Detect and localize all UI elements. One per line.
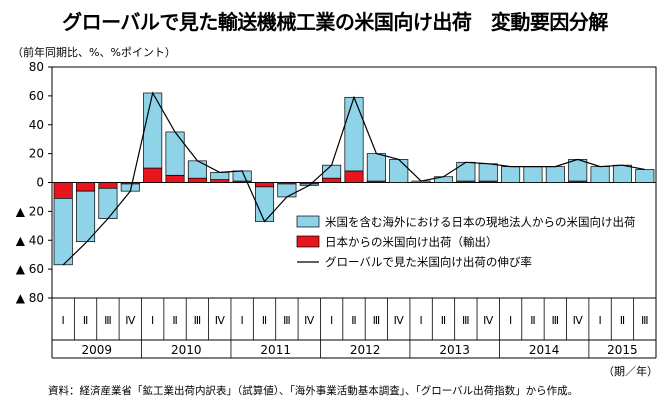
bar-export-from-japan bbox=[187, 177, 207, 183]
bar-export-from-japan bbox=[143, 167, 163, 183]
bar-export-from-japan bbox=[76, 182, 96, 192]
bar-overseas-subsidiary bbox=[187, 160, 207, 179]
bar-export-from-japan bbox=[254, 182, 275, 188]
quarter-label: Ⅰ bbox=[509, 314, 512, 327]
bar-overseas-subsidiary bbox=[568, 159, 588, 182]
bar-overseas-subsidiary bbox=[165, 131, 185, 176]
bar-overseas-subsidiary bbox=[210, 172, 230, 180]
bar-overseas-subsidiary bbox=[254, 186, 275, 222]
quarter-label: Ⅱ bbox=[262, 314, 267, 327]
bar-overseas-subsidiary bbox=[501, 166, 521, 183]
quarter-label: Ⅱ bbox=[530, 314, 535, 327]
legend-label-overseas: 米国を含む海外における日本の現地法人からの米国向け出荷 bbox=[325, 215, 636, 229]
y-tick-label: ▲ 80 bbox=[16, 291, 44, 305]
legend-label-export: 日本からの米国向け出荷（輸出） bbox=[325, 235, 498, 249]
quarter-label: Ⅳ bbox=[483, 314, 494, 327]
y-tick-label: ▲ 20 bbox=[16, 204, 44, 218]
quarter-label: Ⅲ bbox=[104, 314, 112, 327]
source-note: 資料：経済産業省「鉱工業出荷内訳表」（試算値）、「海外事業活動基本調査」、「グロ… bbox=[48, 385, 579, 397]
quarter-label: Ⅰ bbox=[62, 314, 65, 327]
y-tick-label: 20 bbox=[29, 147, 44, 161]
y-tick-label: 40 bbox=[29, 118, 44, 132]
quarter-label: Ⅱ bbox=[83, 314, 88, 327]
quarter-label: Ⅲ bbox=[552, 314, 560, 327]
line-global-growth bbox=[62, 91, 645, 266]
y-tick-label: ▲ 40 bbox=[16, 233, 44, 247]
bar-export-from-japan bbox=[210, 179, 230, 183]
bar-overseas-subsidiary bbox=[76, 190, 96, 243]
y-tick-label: 0 bbox=[36, 176, 44, 190]
quarter-label: Ⅰ bbox=[419, 314, 422, 327]
quarter-label: Ⅳ bbox=[394, 314, 405, 327]
bar-export-from-japan bbox=[53, 182, 73, 199]
quarter-label: Ⅱ bbox=[172, 314, 177, 327]
bar-export-from-japan bbox=[344, 170, 364, 183]
year-label: 2010 bbox=[171, 343, 202, 357]
quarter-label: Ⅲ bbox=[462, 314, 470, 327]
bar-export-from-japan bbox=[322, 177, 342, 183]
quarter-label: Ⅳ bbox=[215, 314, 226, 327]
bar-export-from-japan bbox=[98, 182, 118, 189]
bar-overseas-subsidiary bbox=[545, 166, 565, 183]
bar-overseas-subsidiary bbox=[344, 96, 364, 172]
quarter-label: Ⅰ bbox=[241, 314, 244, 327]
bar-overseas-subsidiary bbox=[612, 164, 632, 183]
quarter-label: Ⅱ bbox=[441, 314, 446, 327]
bar-overseas-subsidiary bbox=[635, 169, 655, 183]
period-unit-label: （期／年） bbox=[603, 365, 658, 378]
year-label: 2011 bbox=[260, 343, 291, 357]
bar-overseas-subsidiary bbox=[98, 187, 118, 219]
legend-swatch-export bbox=[296, 235, 320, 248]
bar-overseas-subsidiary bbox=[277, 183, 297, 198]
year-label: 2014 bbox=[529, 343, 560, 357]
quarter-label: Ⅳ bbox=[304, 314, 315, 327]
bar-overseas-subsidiary bbox=[478, 163, 498, 182]
quarter-label: Ⅳ bbox=[125, 314, 136, 327]
bar-overseas-subsidiary bbox=[456, 161, 476, 182]
year-label: 2012 bbox=[350, 343, 381, 357]
bar-overseas-subsidiary bbox=[366, 153, 386, 182]
legend-label-line: グローバルで見た米国向け出荷の伸び率 bbox=[325, 255, 532, 269]
quarter-label: Ⅱ bbox=[351, 314, 356, 327]
quarter-label: Ⅰ bbox=[151, 314, 154, 327]
quarter-label: Ⅲ bbox=[641, 314, 649, 327]
bar-overseas-subsidiary bbox=[523, 166, 543, 183]
year-label: 2015 bbox=[607, 343, 638, 357]
y-axis-label: （前年同期比、%、%ポイント） bbox=[12, 46, 176, 59]
quarter-label: Ⅰ bbox=[598, 314, 601, 327]
y-tick-label: 80 bbox=[29, 60, 44, 74]
chart-title: グローバルで見た輸送機械工業の米国向け出荷 変動要因分解 bbox=[62, 10, 608, 34]
y-tick-label: 60 bbox=[29, 89, 44, 103]
year-label: 2009 bbox=[81, 343, 112, 357]
bar-export-from-japan bbox=[165, 174, 185, 183]
year-label: 2013 bbox=[439, 343, 470, 357]
quarter-label: Ⅲ bbox=[283, 314, 291, 327]
quarter-label: Ⅳ bbox=[573, 314, 584, 327]
quarter-label: Ⅱ bbox=[620, 314, 625, 327]
quarter-label: Ⅰ bbox=[330, 314, 333, 327]
y-tick-label: ▲ 60 bbox=[16, 262, 44, 276]
bar-overseas-subsidiary bbox=[389, 159, 409, 183]
quarter-label: Ⅲ bbox=[373, 314, 381, 327]
legend-swatch-overseas bbox=[296, 215, 320, 228]
bar-overseas-subsidiary bbox=[590, 166, 610, 183]
quarter-label: Ⅲ bbox=[194, 314, 202, 327]
bar-overseas-subsidiary bbox=[53, 198, 73, 266]
